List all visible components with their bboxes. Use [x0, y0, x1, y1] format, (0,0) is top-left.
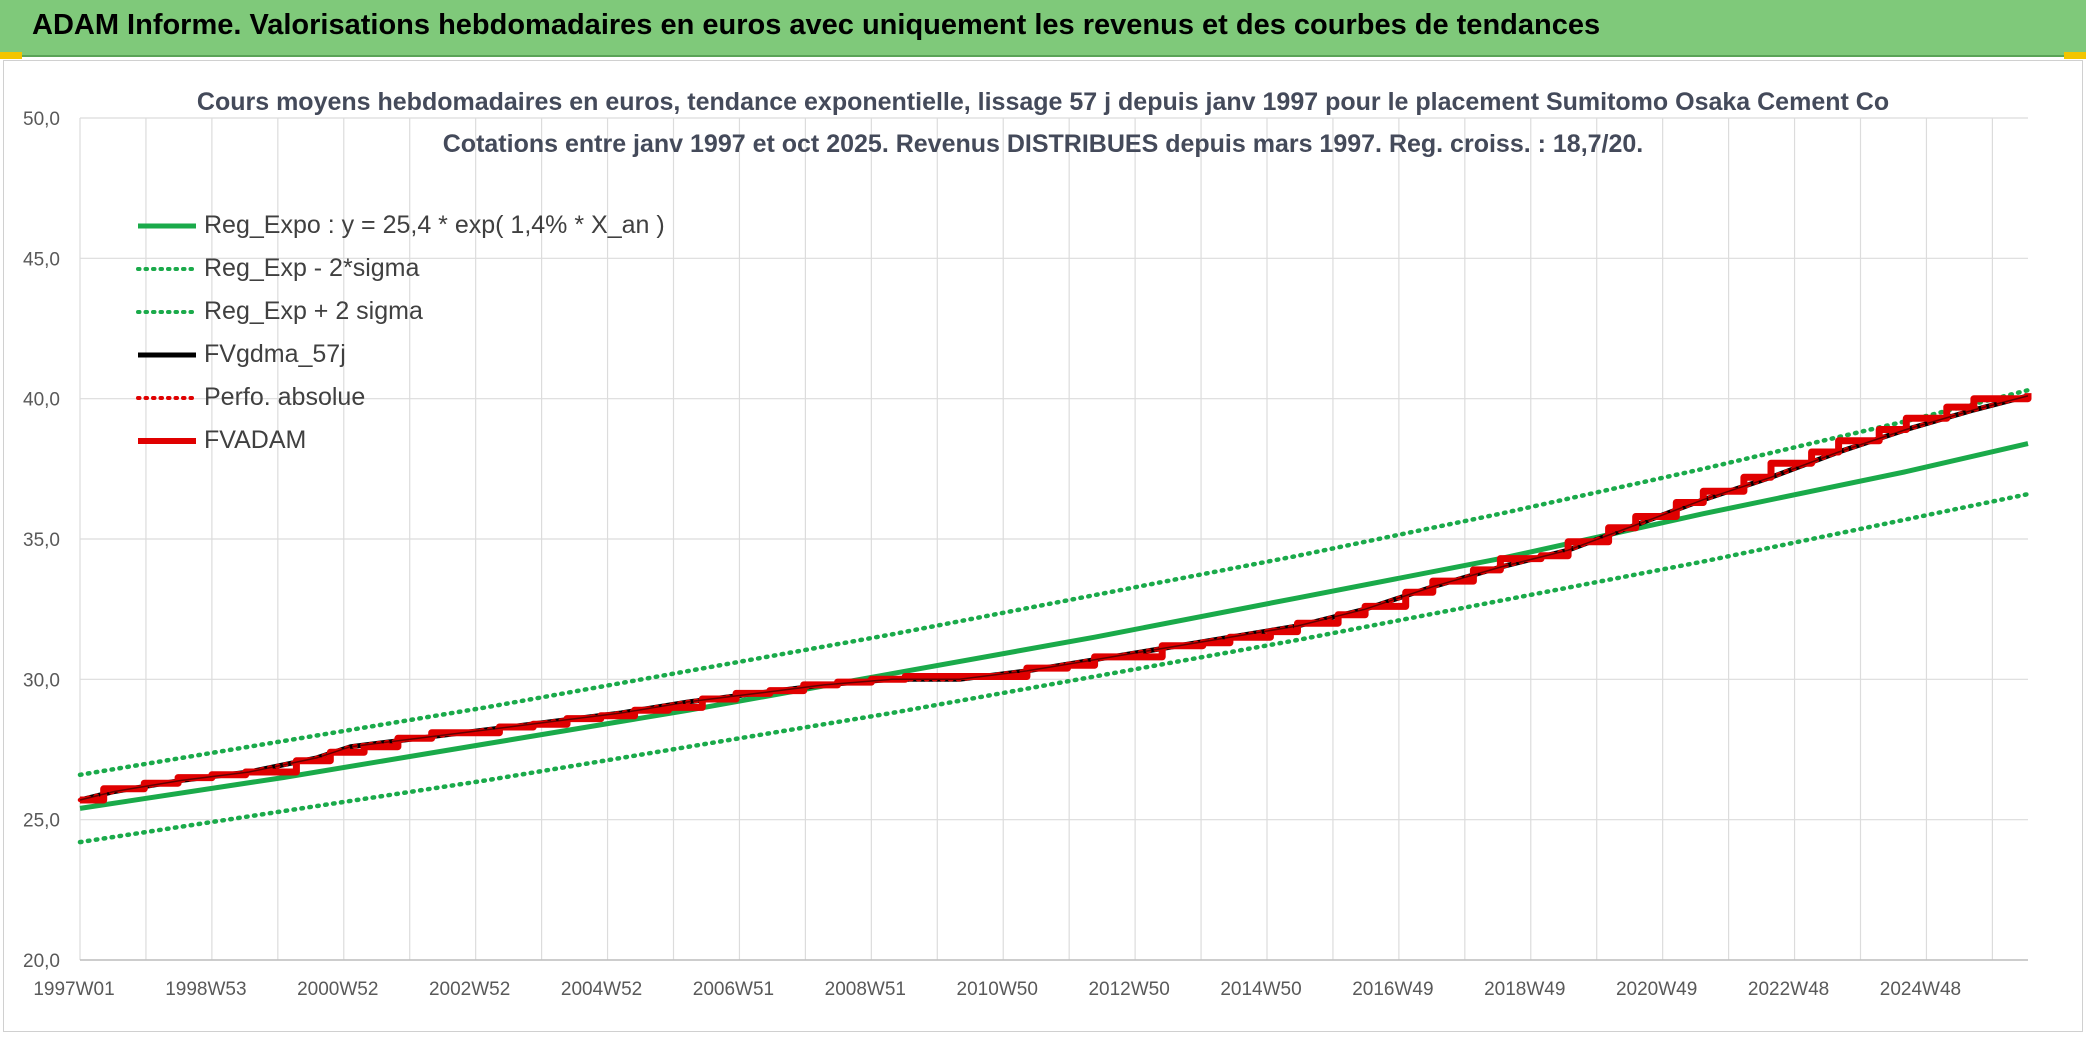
series-line-0	[79, 441, 2029, 811]
x-tick-label: 2002W52	[429, 979, 510, 1000]
legend-item: FVADAM	[136, 419, 665, 462]
series-line-1	[77, 491, 2031, 845]
legend-swatch	[136, 395, 198, 400]
legend-swatch	[138, 437, 196, 444]
x-tick-label: 1997W01	[33, 979, 114, 1000]
x-tick-label: 1998W53	[165, 979, 246, 1000]
x-tick-label: 2004W52	[561, 979, 642, 1000]
legend-label: Perfo. absolue	[204, 383, 366, 411]
chart-subtitle: Cotations entre janv 1997 et oct 2025. R…	[442, 130, 1644, 158]
x-tick-label: 2000W52	[297, 979, 378, 1000]
legend-item: Reg_Exp + 2 sigma	[136, 290, 665, 333]
corner-marker-left	[0, 52, 22, 59]
corner-marker-right	[2064, 52, 2086, 59]
chart-title: Cours moyens hebdomadaires en euros, ten…	[196, 88, 1890, 116]
legend-label: Reg_Exp - 2*sigma	[204, 254, 420, 282]
x-tick-label: 2014W50	[1220, 979, 1301, 1000]
legend-item: Reg_Exp - 2*sigma	[136, 247, 665, 290]
chart-legend: Reg_Expo : y = 25,4 * exp( 1,4% * X_an )…	[136, 204, 665, 462]
y-tick-label: 45,0	[23, 249, 60, 270]
series-line-2	[77, 387, 2031, 778]
x-tick-label: 2024W48	[1880, 979, 1961, 1000]
x-tick-label: 2010W50	[957, 979, 1038, 1000]
legend-label: Reg_Exp + 2 sigma	[204, 297, 423, 325]
legend-item: Perfo. absolue	[136, 376, 665, 419]
x-tick-label: 2008W51	[825, 979, 906, 1000]
x-tick-label: 2006W51	[693, 979, 774, 1000]
legend-label: Reg_Expo : y = 25,4 * exp( 1,4% * X_an )	[204, 211, 665, 239]
series-line-3-overlay	[79, 395, 2029, 801]
legend-swatch	[138, 223, 196, 228]
legend-label: FVgdma_57j	[204, 340, 346, 368]
x-tick-label: 2018W49	[1484, 979, 1565, 1000]
y-tick-label: 30,0	[23, 670, 60, 691]
y-tick-label: 20,0	[23, 951, 60, 972]
x-tick-label: 2022W48	[1748, 979, 1829, 1000]
x-tick-label: 2012W50	[1088, 979, 1169, 1000]
legend-item: Reg_Expo : y = 25,4 * exp( 1,4% * X_an )	[136, 204, 665, 247]
x-tick-label: 2016W49	[1352, 979, 1433, 1000]
y-tick-label: 35,0	[23, 530, 60, 551]
y-tick-label: 25,0	[23, 811, 60, 832]
y-tick-label: 40,0	[23, 390, 60, 411]
x-tick-label: 2020W49	[1616, 979, 1697, 1000]
chart-area	[3, 60, 2083, 1032]
legend-swatch	[136, 309, 198, 314]
y-tick-label: 50,0	[23, 109, 60, 130]
legend-item: FVgdma_57j	[136, 333, 665, 376]
legend-swatch	[136, 266, 198, 271]
report-banner: ADAM Informe. Valorisations hebdomadaire…	[0, 0, 2086, 57]
legend-swatch	[138, 352, 196, 357]
report-title: ADAM Informe. Valorisations hebdomadaire…	[32, 9, 1601, 41]
legend-label: FVADAM	[204, 426, 307, 454]
